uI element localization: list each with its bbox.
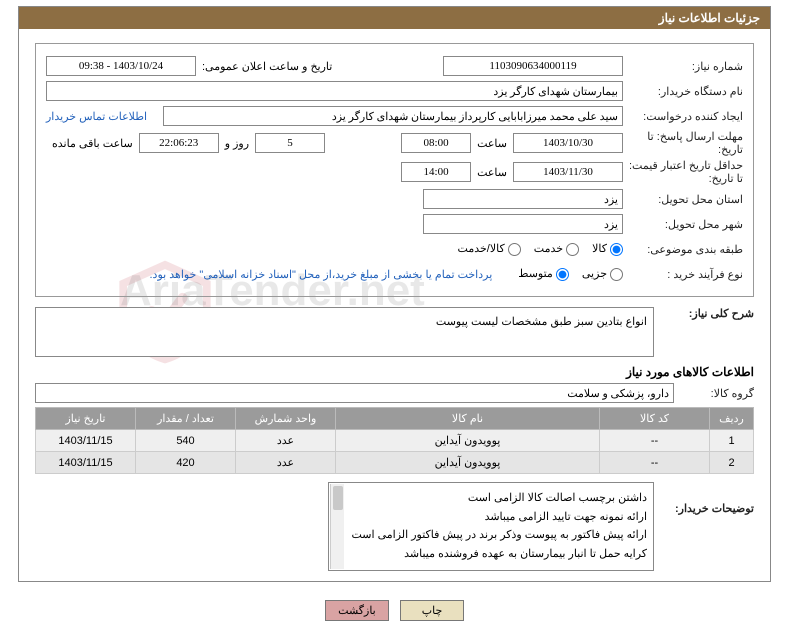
cat-goods-service-text: کالا/خدمت — [458, 243, 505, 255]
province-field — [423, 189, 623, 209]
table-cell: عدد — [236, 430, 336, 452]
deadline-label: مهلت ارسال پاسخ: تا تاریخ: — [623, 130, 743, 156]
table-row: 2--پوویدون آیداینعدد4201403/11/15 — [36, 452, 754, 474]
cat-service-option[interactable]: خدمت — [534, 243, 579, 255]
announce-field — [46, 56, 196, 76]
deadline-date-field — [513, 133, 623, 153]
buyer-notes-label: توضیحات خریدار: — [654, 482, 754, 515]
announce-label: تاریخ و ساعت اعلان عمومی: — [196, 60, 338, 73]
city-label: شهر محل تحویل: — [623, 218, 743, 231]
time-label-2: ساعت — [471, 166, 513, 179]
col-name: نام کالا — [336, 408, 600, 430]
validity-label: حداقل تاریخ اعتبار قیمت: تا تاریخ: — [623, 159, 743, 185]
days-and-label: روز و — [219, 137, 255, 150]
table-cell: 2 — [710, 452, 754, 474]
buyer-note-line: کرایه حمل تا انبار بیمارستان به عهده فرو… — [351, 545, 647, 564]
col-code: کد کالا — [600, 408, 710, 430]
buyer-note-line: ارائه نمونه جهت تایید الزامی میباشد — [351, 508, 647, 527]
col-qty: تعداد / مقدار — [136, 408, 236, 430]
col-date: تاریخ نیاز — [36, 408, 136, 430]
buyer-notes-box[interactable]: داشتن برچسب اصالت کالا الزامی استارائه ن… — [328, 482, 654, 571]
col-unit: واحد شمارش — [236, 408, 336, 430]
summary-text: انواع بتادین سبز طبق مشخصات لیست پیوست — [35, 307, 654, 357]
summary-label: شرح کلی نیاز: — [654, 307, 754, 320]
buyer-org-field — [46, 81, 623, 101]
notes-scrollthumb[interactable] — [333, 486, 343, 510]
pt-medium-radio[interactable] — [556, 268, 569, 281]
table-row: 1--پوویدون آیداینعدد5401403/11/15 — [36, 430, 754, 452]
pt-medium-text: متوسط — [518, 268, 553, 280]
panel-title: جزئیات اطلاعات نیاز — [19, 7, 770, 29]
need-number-label: شماره نیاز: — [623, 60, 743, 73]
buyer-note-line: داشتن برچسب اصالت کالا الزامی است — [351, 489, 647, 508]
group-label: گروه کالا: — [674, 387, 754, 400]
table-cell: 1403/11/15 — [36, 452, 136, 474]
table-cell: 540 — [136, 430, 236, 452]
pt-medium-option[interactable]: متوسط — [518, 268, 569, 280]
buyer-contact-link[interactable]: اطلاعات تماس خریدار — [46, 110, 147, 123]
buyer-note-line: ارائه پیش فاکتور به پیوست وذکر برند در پ… — [351, 526, 647, 545]
buyer-org-label: نام دستگاه خریدار: — [623, 85, 743, 98]
validity-date-field — [513, 162, 623, 182]
notes-scrollbar[interactable] — [330, 484, 344, 569]
group-field — [35, 383, 674, 403]
table-cell: پوویدون آیداین — [336, 430, 600, 452]
button-row: چاپ بازگشت — [0, 592, 789, 629]
table-cell: پوویدون آیداین — [336, 452, 600, 474]
cat-goods-option[interactable]: کالا — [592, 243, 623, 255]
main-panel: جزئیات اطلاعات نیاز شماره نیاز: تاریخ و … — [18, 6, 771, 582]
cat-goods-service-option[interactable]: کالا/خدمت — [458, 243, 521, 255]
validity-time-field — [401, 162, 471, 182]
purchase-type-radios: جزیی متوسط — [508, 267, 623, 281]
cat-goods-text: کالا — [592, 243, 607, 255]
goods-section-title: اطلاعات کالاهای مورد نیاز — [35, 365, 754, 379]
print-button[interactable]: چاپ — [400, 600, 464, 621]
remaining-time-field — [139, 133, 219, 153]
time-label-1: ساعت — [471, 137, 513, 150]
table-cell: 1 — [710, 430, 754, 452]
need-number-field — [443, 56, 623, 76]
pt-partial-option[interactable]: جزیی — [582, 268, 623, 280]
cat-service-radio[interactable] — [566, 243, 579, 256]
purchase-type-label: نوع فرآیند خرید : — [623, 268, 743, 281]
city-field — [423, 214, 623, 234]
goods-table: ردیف کد کالا نام کالا واحد شمارش تعداد /… — [35, 407, 754, 474]
pt-partial-radio[interactable] — [610, 268, 623, 281]
back-button[interactable]: بازگشت — [325, 600, 389, 621]
need-info-section: شماره نیاز: تاریخ و ساعت اعلان عمومی: نا… — [35, 43, 754, 297]
requester-label: ایجاد کننده درخواست: — [623, 110, 743, 123]
pt-partial-text: جزیی — [582, 268, 607, 280]
table-cell: عدد — [236, 452, 336, 474]
remaining-label: ساعت باقی مانده — [46, 137, 139, 150]
table-cell: 1403/11/15 — [36, 430, 136, 452]
deadline-time-field — [401, 133, 471, 153]
province-label: استان محل تحویل: — [623, 193, 743, 206]
table-cell: 420 — [136, 452, 236, 474]
col-row: ردیف — [710, 408, 754, 430]
purchase-note: پرداخت تمام یا بخشی از مبلغ خرید،از محل … — [149, 268, 492, 281]
category-radios: کالا خدمت کالا/خدمت — [448, 242, 623, 256]
table-cell: -- — [600, 430, 710, 452]
cat-service-text: خدمت — [534, 243, 563, 255]
table-cell: -- — [600, 452, 710, 474]
requester-field — [163, 106, 623, 126]
category-label: طبقه بندی موضوعی: — [623, 243, 743, 256]
cat-goods-radio[interactable] — [610, 243, 623, 256]
cat-goods-service-radio[interactable] — [508, 243, 521, 256]
days-field — [255, 133, 325, 153]
